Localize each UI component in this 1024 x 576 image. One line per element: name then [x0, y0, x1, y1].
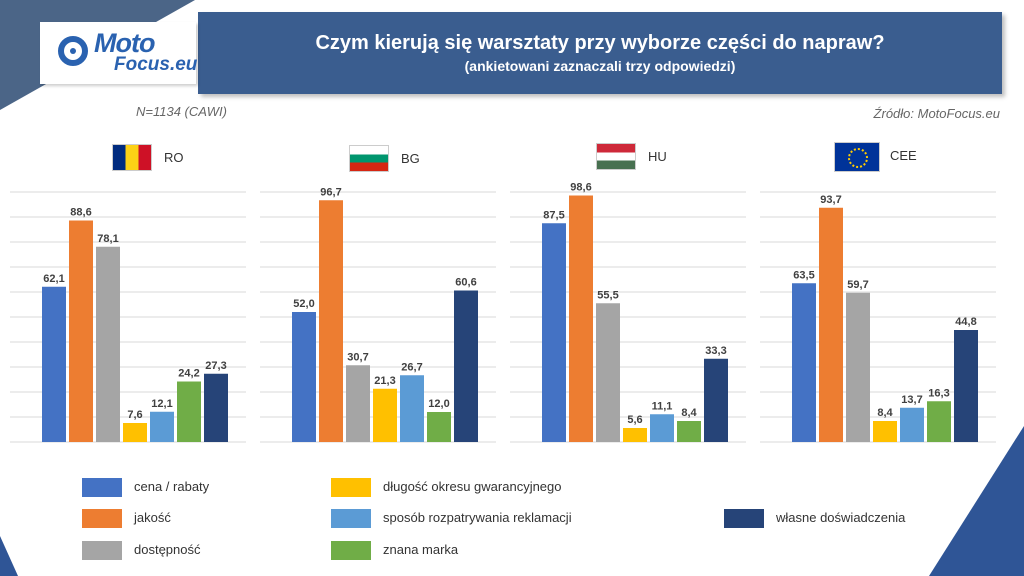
data-label: 7,6: [127, 409, 142, 421]
data-label: 55,5: [597, 289, 618, 301]
bar-cee-marka: [927, 401, 951, 442]
bar-ro-doswiadczenia: [204, 373, 228, 442]
data-label: 98,6: [570, 182, 591, 194]
flag-hu-icon: [596, 143, 636, 170]
bar-bg-gwarancja: [373, 388, 397, 442]
bar-bg-marka: [427, 412, 451, 442]
bar-hu-reklamacje: [650, 414, 674, 442]
legend-label-cena: cena / rabaty: [134, 479, 210, 494]
bar-hu-doswiadczenia: [704, 358, 728, 442]
legend-swatch-reklamacje: [331, 509, 371, 528]
flag-eu-icon: [834, 142, 880, 172]
data-label: 59,7: [847, 279, 868, 291]
data-label: 52,0: [293, 298, 314, 310]
bar-cee-reklamacje: [900, 407, 924, 442]
bar-cee-dostepnosc: [846, 292, 870, 442]
chart-title: Czym kierują się warsztaty przy wyborze …: [315, 32, 885, 54]
country-code-hu: HU: [648, 149, 667, 164]
legend-swatch-marka: [331, 541, 371, 560]
data-label: 11,1: [652, 400, 673, 412]
data-label: 60,6: [455, 277, 476, 289]
data-label: 24,2: [178, 368, 199, 380]
legend-label-jakosc: jakość: [134, 510, 171, 525]
data-label: 8,4: [681, 407, 697, 419]
bar-bg-jakosc: [319, 200, 343, 442]
data-label: 96,7: [320, 186, 341, 198]
bar-hu-gwarancja: [623, 428, 647, 442]
bar-ro-reklamacje: [150, 411, 174, 442]
legend-label-doswiadczenia: własne doświadczenia: [776, 510, 906, 525]
data-label: 12,0: [428, 398, 449, 410]
data-label: 5,6: [627, 414, 642, 426]
data-label: 87,5: [543, 209, 564, 221]
data-label: 21,3: [374, 375, 395, 387]
bar-bg-cena: [292, 312, 316, 442]
bar-bg-doswiadczenia: [454, 290, 478, 442]
bar-cee-cena: [792, 283, 816, 442]
data-label: 8,4: [877, 407, 893, 419]
data-label: 78,1: [97, 233, 118, 245]
bar-hu-dostepnosc: [596, 303, 620, 442]
legend-swatch-dostepnosc: [82, 541, 122, 560]
logo-moto-text: Moto: [94, 28, 155, 58]
bar-cee-gwarancja: [873, 421, 897, 442]
legend-swatch-cena: [82, 478, 122, 497]
corner-decoration-bottom-left: [0, 536, 18, 576]
data-label: 33,3: [705, 345, 726, 357]
bar-hu-jakosc: [569, 195, 593, 442]
logo-focus-text: Focus.eu: [114, 54, 198, 75]
bar-charts-svg: 62,1 88,6 78,1 7,6 12,1 24,2 27,3 52,0 96,7 30,7 2…: [10, 182, 996, 443]
charts-area: 62,1 88,6 78,1 7,6 12,1 24,2 27,3 52,0 96,7 30,7 2…: [10, 182, 996, 443]
data-label: 26,7: [401, 361, 422, 373]
legend-swatch-doswiadczenia: [724, 509, 764, 528]
flag-bg-icon: [349, 145, 389, 172]
bar-ro-cena: [42, 286, 66, 442]
bar-cee-jakosc: [819, 207, 843, 442]
data-label: 12,1: [151, 398, 172, 410]
bar-hu-cena: [542, 223, 566, 442]
legend-label-dostepnosc: dostępność: [134, 542, 201, 557]
legend-swatch-gwarancja: [331, 478, 371, 497]
eu-star-ring-icon: [848, 148, 868, 168]
bar-ro-jakosc: [69, 220, 93, 442]
source-note: Źródło: MotoFocus.eu: [873, 106, 1000, 121]
legend-swatch-jakosc: [82, 509, 122, 528]
bar-bg-reklamacje: [400, 375, 424, 442]
legend-label-reklamacje: sposób rozpatrywania reklamacji: [383, 510, 572, 525]
logo-ring-icon: [58, 36, 88, 66]
motofocus-logo: Moto Focus.eu: [40, 22, 198, 84]
data-label: 62,1: [43, 273, 64, 285]
legend-label-gwarancja: długość okresu gwarancyjnego: [383, 479, 562, 494]
bar-cee-doswiadczenia: [954, 330, 978, 442]
bar-ro-marka: [177, 381, 201, 442]
data-label: 93,7: [820, 194, 841, 206]
data-label: 88,6: [70, 207, 91, 219]
data-label: 63,5: [793, 269, 814, 281]
data-label: 30,7: [347, 351, 368, 363]
country-code-ro: RO: [164, 150, 184, 165]
bar-ro-dostepnosc: [96, 246, 120, 442]
country-code-bg: BG: [401, 151, 420, 166]
corner-decoration-bottom-right: [929, 426, 1024, 576]
header-bar: [198, 12, 1002, 94]
country-code-cee: CEE: [890, 148, 917, 163]
bar-ro-gwarancja: [123, 423, 147, 442]
data-label: 27,3: [205, 360, 226, 372]
data-label: 13,7: [901, 394, 922, 406]
legend-label-marka: znana marka: [383, 542, 459, 557]
data-label: 44,8: [955, 316, 976, 328]
bar-hu-marka: [677, 421, 701, 442]
chart-subtitle: (ankietowani zaznaczali trzy odpowiedzi): [464, 58, 736, 74]
sample-note: N=1134 (CAWI): [136, 104, 227, 119]
bar-bg-dostepnosc: [346, 365, 370, 442]
flag-ro-icon: [112, 144, 152, 171]
data-label: 16,3: [928, 387, 949, 399]
